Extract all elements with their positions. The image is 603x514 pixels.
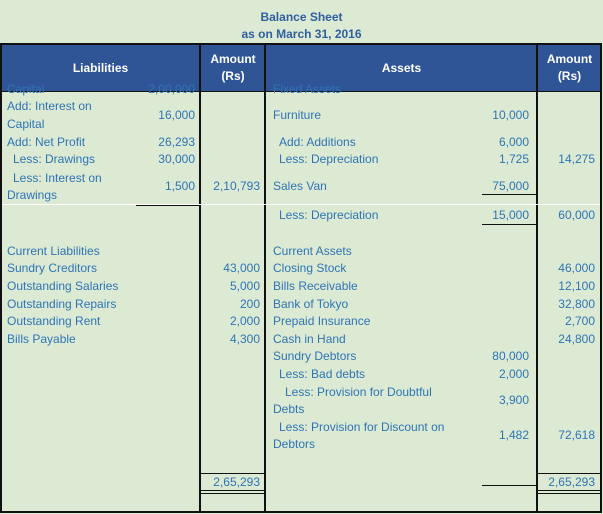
capital-total: 2,10,793 [213, 179, 260, 193]
fixed-assets-heading: Fixed Assets [273, 82, 342, 96]
furniture-label: Furniture [273, 108, 322, 122]
header-amount-assets: Amount (Rs) [538, 44, 601, 92]
current-asset-label: Prepaid Insurance [273, 314, 371, 328]
header-liabilities: Liabilities [1, 44, 200, 92]
current-asset-amount: 12,100 [558, 279, 595, 293]
underline [136, 205, 200, 206]
van-depreciation-label: Less: Depreciation [279, 208, 379, 222]
interest-on-capital-label: Add: Interest on [7, 99, 92, 113]
capital-label: Capital [7, 82, 45, 96]
current-liability-label: Outstanding Salaries [7, 279, 119, 293]
current-asset-label: Closing Stock [273, 261, 347, 275]
interest-on-capital-label-2: Capital [7, 117, 45, 131]
sales-van-net: 60,000 [558, 208, 595, 222]
current-liability-label: Outstanding Rent [7, 314, 101, 328]
bad-debts-amount: 2,000 [498, 367, 529, 381]
header-liabilities-label: Liabilities [72, 60, 129, 75]
underline [482, 224, 536, 225]
header-amount-label: Amount [546, 52, 593, 66]
header-rs-label: (Rs) [557, 69, 582, 83]
furniture-depreciation-amount: 1,725 [498, 152, 529, 166]
van-depreciation-amount: 15,000 [492, 208, 529, 222]
sundry-debtors-net: 72,618 [558, 428, 595, 442]
furniture-net: 14,275 [558, 152, 595, 166]
sales-van-label: Sales Van [273, 179, 327, 193]
subtitle: as on March 31, 2016 [241, 27, 362, 41]
liabilities-total: 2,65,293 [213, 475, 260, 489]
furniture-amount: 10,000 [492, 108, 529, 122]
header-assets: Assets [266, 44, 537, 92]
discount-label: Less: Provision for Discount on [279, 420, 445, 434]
current-asset-amount: 24,800 [558, 332, 595, 346]
current-assets-heading: Current Assets [273, 244, 352, 258]
current-asset-label: Bank of Tokyo [273, 297, 349, 311]
doubtful-debts-label: Less: Provision for Doubtful [285, 385, 432, 399]
current-liability-label: Outstanding Repairs [7, 297, 117, 311]
sundry-debtors-amount: 80,000 [492, 349, 529, 363]
net-profit-amount: 26,293 [158, 135, 195, 149]
header-amount-liabilities: Amount (Rs) [201, 44, 265, 92]
doubtful-debts-amount: 3,900 [498, 393, 529, 407]
border-top [0, 43, 602, 45]
discount-amount: 1,482 [498, 428, 529, 442]
column-divider [199, 44, 201, 513]
current-liability-amount: 200 [239, 297, 260, 311]
total-double-line [537, 490, 601, 491]
doubtful-debts-label-2: Debts [273, 402, 305, 416]
current-liability-amount: 2,000 [229, 314, 260, 328]
current-liability-label: Bills Payable [7, 332, 76, 346]
border-bottom [0, 511, 602, 513]
current-asset-amount: 46,000 [558, 261, 595, 275]
sales-van-amount: 75,000 [492, 179, 529, 193]
header-rs-label: (Rs) [221, 69, 245, 83]
current-asset-label: Bills Receivable [273, 279, 358, 293]
underline [482, 194, 536, 195]
total-double-line [200, 493, 265, 494]
title: Balance Sheet [260, 10, 343, 24]
assets-total: 2,65,293 [548, 475, 595, 489]
bad-debts-label: Less: Bad debts [279, 367, 366, 381]
current-liability-amount: 4,300 [229, 332, 260, 346]
border-left [0, 44, 2, 513]
drawings-amount: 30,000 [158, 152, 195, 166]
capital-amount: 2,00,000 [148, 82, 195, 96]
interest-on-drawings-amount: 1,500 [164, 179, 195, 193]
drawings-label: Less: Drawings [13, 152, 96, 166]
row-separator [2, 204, 600, 205]
total-line [537, 473, 601, 474]
total-double-line [537, 493, 601, 494]
interest-on-drawings-label-2: Drawings [7, 188, 58, 202]
header-amount-label: Amount [210, 52, 256, 66]
current-liability-label: Sundry Creditors [7, 261, 98, 275]
column-divider [264, 44, 266, 513]
column-divider [536, 44, 538, 513]
header-bottom-border [0, 91, 602, 92]
additions-amount: 6,000 [498, 135, 529, 149]
additions-label: Add: Additions [279, 135, 356, 149]
current-liability-amount: 43,000 [223, 261, 260, 275]
current-asset-amount: 32,800 [558, 297, 595, 311]
discount-label-2: Debtors [273, 437, 316, 451]
current-liabilities-heading: Current Liabilities [7, 244, 100, 258]
border-right [600, 44, 602, 513]
header-assets-label: Assets [381, 60, 422, 75]
furniture-depreciation-label: Less: Depreciation [279, 152, 379, 166]
total-double-line [200, 490, 265, 491]
current-liability-amount: 5,000 [229, 279, 260, 293]
total-line [200, 473, 265, 474]
sundry-debtors-label: Sundry Debtors [273, 349, 357, 363]
interest-on-drawings-label: Less: Interest on [13, 171, 102, 185]
current-asset-label: Cash in Hand [273, 332, 346, 346]
current-asset-amount: 2,700 [564, 314, 595, 328]
net-profit-label: Add: Net Profit [7, 135, 86, 149]
underline [482, 485, 536, 486]
interest-on-capital-amount: 16,000 [158, 108, 195, 122]
